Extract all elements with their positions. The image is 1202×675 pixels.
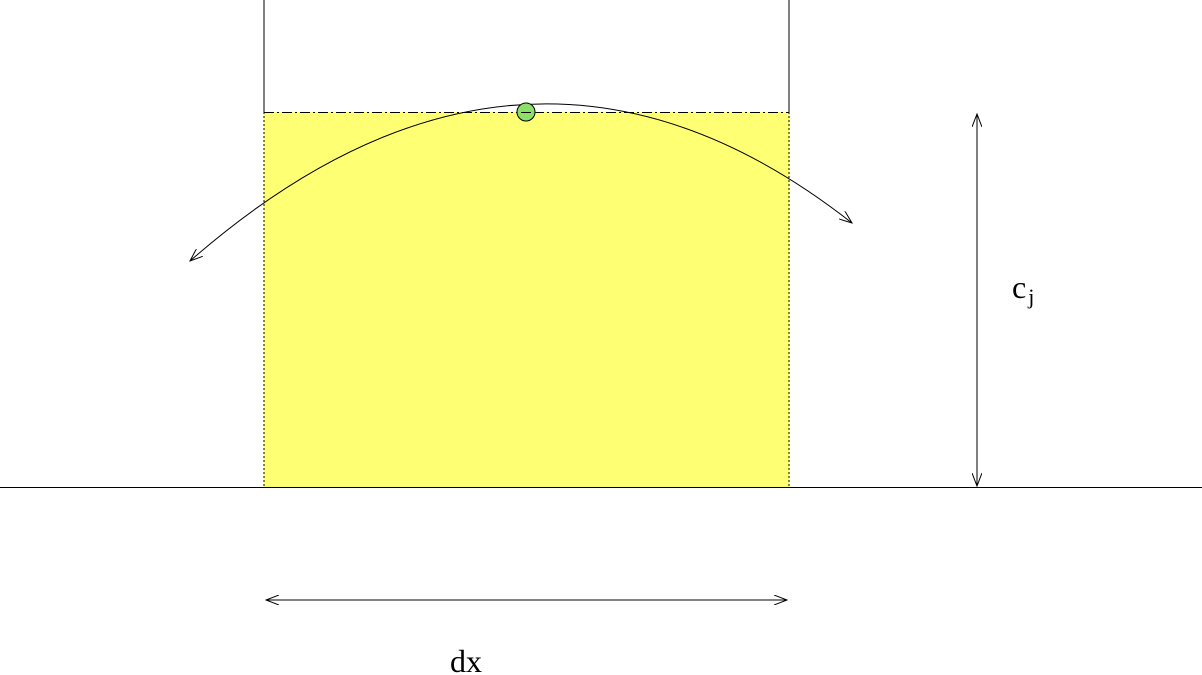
- height-label-base: c: [1012, 269, 1026, 305]
- height-label: cj: [1012, 269, 1034, 309]
- cell-area: [264, 112, 789, 487]
- width-label: dx: [450, 643, 482, 675]
- height-label-subscript: j: [1027, 284, 1034, 309]
